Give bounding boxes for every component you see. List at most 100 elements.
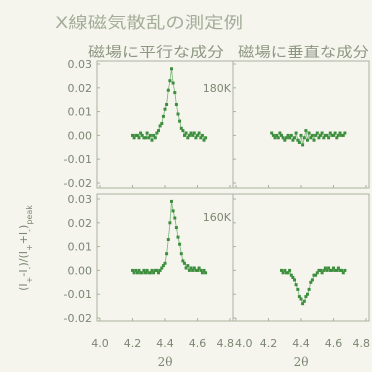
data-point	[165, 252, 169, 256]
data-point	[327, 136, 331, 140]
data-point	[135, 271, 139, 275]
data-point	[341, 271, 345, 275]
data-point	[204, 136, 208, 140]
data-point	[325, 133, 329, 137]
data-point	[293, 136, 296, 140]
data-point	[335, 268, 339, 272]
data-point	[183, 133, 186, 137]
data-point	[281, 271, 285, 275]
data-point	[163, 261, 167, 265]
data-point	[179, 252, 183, 256]
data-point	[134, 133, 138, 137]
data-point	[150, 268, 154, 272]
data-point	[340, 268, 344, 272]
data-point	[192, 131, 196, 135]
plot-panel: 0.03 0.02 0.01 0.00 -0.01 -0.02 180K	[64, 58, 234, 190]
data-point	[314, 133, 318, 137]
y-axis-label-subscript: -	[25, 229, 34, 232]
data-point	[184, 266, 188, 270]
data-point	[293, 278, 296, 282]
data-point	[170, 199, 173, 203]
data-point	[176, 112, 180, 116]
y-axis-label: (I+-I-)/(I++I-)peak	[17, 205, 34, 291]
data-point	[160, 266, 164, 270]
data-point	[166, 88, 170, 92]
data-point	[286, 133, 290, 137]
data-point	[142, 268, 146, 272]
data-point	[165, 103, 169, 106]
data-point	[291, 138, 295, 142]
data-point	[144, 136, 147, 140]
data-point	[306, 138, 309, 142]
figure-title: X線磁気散乱の測定例	[55, 13, 243, 32]
data-point	[181, 129, 185, 133]
y-tick-label: 0.01	[68, 106, 93, 119]
data-point	[323, 133, 327, 137]
data-point	[312, 273, 316, 277]
data-point	[191, 268, 195, 272]
data-point	[275, 133, 279, 137]
data-point	[145, 131, 149, 135]
data-point	[330, 268, 334, 272]
data-point	[338, 131, 342, 135]
data-point	[155, 268, 159, 272]
data-point	[288, 268, 292, 272]
data-point	[317, 268, 321, 272]
data-point	[340, 133, 344, 137]
y-axis-label-text: (I	[17, 283, 30, 291]
data-point	[187, 268, 191, 272]
data-point	[320, 131, 324, 135]
data-point	[338, 268, 342, 272]
y-tick-label: 0.02	[68, 82, 93, 95]
data-point	[320, 271, 324, 275]
data-point	[284, 136, 288, 140]
data-point	[315, 131, 319, 135]
data-point	[132, 136, 136, 140]
x-axis-label: 2θ	[294, 355, 309, 369]
data-point	[139, 271, 143, 275]
temperature-label: 180K	[203, 82, 232, 95]
data-point	[196, 133, 199, 137]
data-point	[289, 133, 293, 137]
data-point	[296, 138, 300, 142]
y-axis-label-text: -I	[17, 269, 30, 276]
data-point	[327, 266, 331, 270]
data-point	[330, 133, 334, 137]
data-point	[280, 268, 283, 272]
y-tick-label: 0.00	[68, 129, 93, 142]
data-point	[294, 131, 298, 135]
column-title-parallel: 磁場に平行な成分	[88, 45, 224, 61]
temperature-label: 160K	[203, 211, 232, 224]
y-axis-label-subscript: +	[25, 244, 34, 251]
data-point	[299, 133, 303, 137]
data-point	[336, 133, 340, 137]
y-tick-label: 0.03	[68, 193, 93, 206]
data-point	[312, 138, 316, 142]
data-point	[192, 266, 196, 270]
data-point	[137, 268, 141, 272]
data-point	[200, 133, 204, 137]
data-point	[328, 131, 332, 135]
data-point	[171, 81, 175, 85]
data-point	[158, 124, 162, 128]
data-point	[153, 268, 157, 272]
data-point	[173, 216, 177, 220]
data-point	[309, 136, 313, 140]
x-tick-label: 4.6	[189, 337, 207, 350]
data-point	[323, 266, 327, 270]
data-point	[304, 295, 308, 299]
data-point	[332, 133, 335, 137]
data-point	[286, 271, 290, 275]
data-point	[278, 131, 282, 135]
data-point	[194, 136, 198, 140]
data-point	[157, 271, 160, 275]
data-point	[332, 266, 335, 270]
data-point	[294, 283, 298, 287]
data-point	[160, 122, 164, 125]
y-tick-label: -0.02	[64, 312, 92, 325]
data-point	[150, 138, 154, 142]
data-point	[199, 136, 203, 140]
data-point	[147, 136, 151, 140]
